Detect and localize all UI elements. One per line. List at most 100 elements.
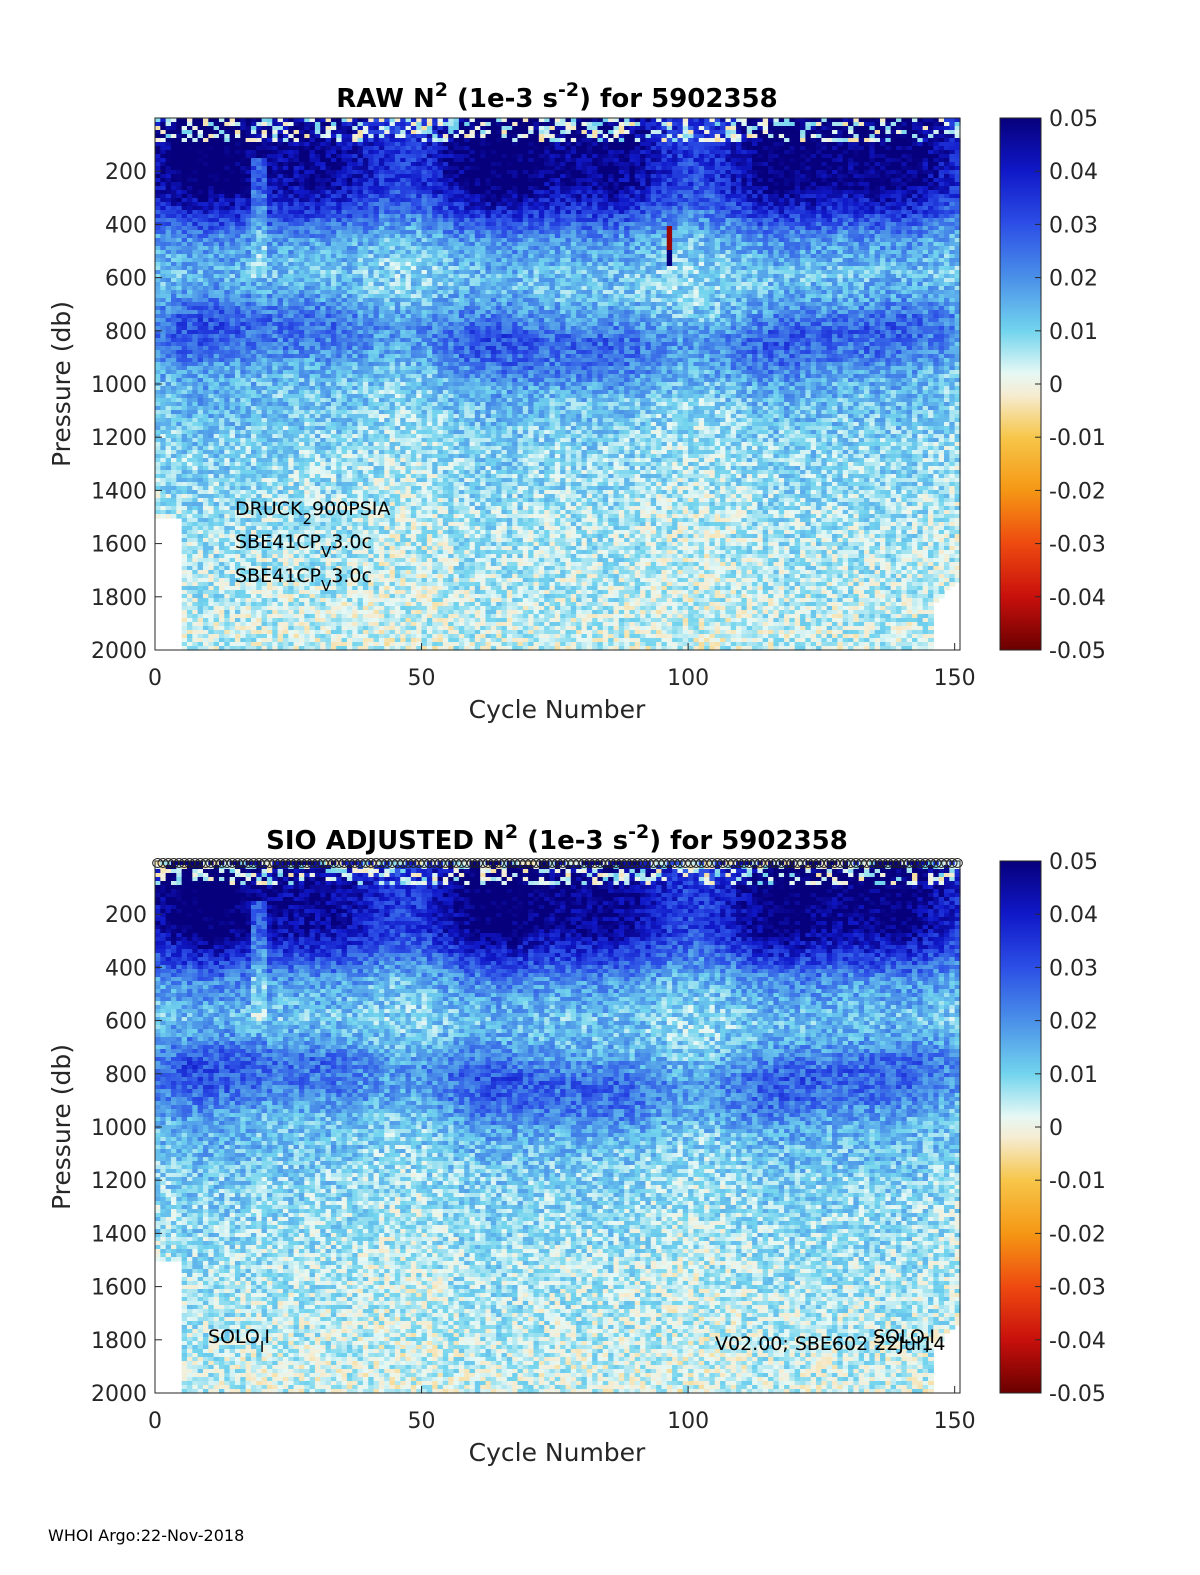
heatmap-cell [203, 514, 209, 519]
heatmap-cell [230, 366, 236, 371]
heatmap-cell [267, 554, 273, 559]
heatmap-cell [182, 186, 188, 191]
heatmap-cell [256, 238, 262, 243]
heatmap-cell [155, 350, 161, 355]
heatmap-cell [203, 422, 209, 427]
heatmap-cell [208, 426, 214, 431]
heatmap-cell [272, 338, 278, 343]
heatmap-cell [294, 622, 300, 627]
heatmap-cell [304, 286, 310, 291]
heatmap-cell [278, 326, 284, 331]
heatmap-cell [214, 454, 220, 459]
heatmap-cell [246, 622, 252, 627]
heatmap-cell [299, 334, 305, 339]
heatmap-cell [267, 154, 273, 159]
heatmap-cell [166, 166, 172, 171]
heatmap-cell [294, 406, 300, 411]
heatmap-cell [251, 382, 257, 387]
heatmap-cell [288, 458, 294, 463]
heatmap-cell [182, 510, 188, 515]
heatmap-cell [246, 438, 252, 443]
heatmap-cell [155, 250, 161, 255]
heatmap-cell [224, 354, 230, 359]
heatmap-cell [283, 142, 289, 147]
heatmap-cell [304, 270, 310, 275]
heatmap-cell [294, 334, 300, 339]
heatmap-cell [278, 298, 284, 303]
heatmap-cell [214, 602, 220, 607]
heatmap-cell [155, 294, 161, 299]
heatmap-cell [182, 390, 188, 395]
heatmap-cell [192, 578, 198, 583]
heatmap-cell [288, 366, 294, 371]
heatmap-cell [203, 574, 209, 579]
heatmap-cell [219, 158, 225, 163]
heatmap-cell [272, 318, 278, 323]
heatmap-cell [219, 358, 225, 363]
heatmap-cell [176, 234, 182, 239]
heatmap-cell [240, 118, 246, 123]
heatmap-cell [214, 634, 220, 639]
heatmap-cell [246, 482, 252, 487]
heatmap-cell [203, 482, 209, 487]
heatmap-cell [192, 206, 198, 211]
heatmap-cell [240, 606, 246, 611]
heatmap-cell [262, 122, 268, 127]
heatmap-cell [203, 378, 209, 383]
heatmap-cell [182, 294, 188, 299]
heatmap-cell [214, 310, 220, 315]
heatmap-cell [214, 386, 220, 391]
heatmap-cell [219, 538, 225, 543]
heatmap-cell [272, 522, 278, 527]
heatmap-cell [267, 266, 273, 271]
heatmap-cell [214, 118, 220, 123]
heatmap-cell [294, 486, 300, 491]
heatmap-cell [171, 478, 177, 483]
heatmap-cell [288, 554, 294, 559]
heatmap-cell [187, 422, 193, 427]
heatmap-cell [182, 346, 188, 351]
heatmap-cell [224, 318, 230, 323]
heatmap-cell [208, 146, 214, 151]
heatmap-cell [176, 406, 182, 411]
heatmap-cell [240, 486, 246, 491]
heatmap-cell [294, 594, 300, 599]
heatmap-cell [160, 326, 166, 331]
heatmap-cell [294, 362, 300, 367]
heatmap-cell [192, 566, 198, 571]
heatmap-cell [182, 430, 188, 435]
heatmap-cell [187, 218, 193, 223]
heatmap-cell [267, 626, 273, 631]
heatmap-cell [198, 194, 204, 199]
heatmap-cell [224, 590, 230, 595]
heatmap-cell [160, 186, 166, 191]
heatmap-cell [230, 262, 236, 267]
heatmap-cell [160, 202, 166, 207]
heatmap-cell [198, 602, 204, 607]
heatmap-cell [219, 354, 225, 359]
heatmap-cell [251, 410, 257, 415]
heatmap-cell [283, 218, 289, 223]
heatmap-cell [283, 622, 289, 627]
heatmap-cell [251, 606, 257, 611]
heatmap-cell [240, 226, 246, 231]
heatmap-cell [304, 246, 310, 251]
heatmap-cell [192, 426, 198, 431]
heatmap-cell [214, 298, 220, 303]
heatmap-cell [214, 270, 220, 275]
heatmap-cell [208, 194, 214, 199]
heatmap-cell [283, 382, 289, 387]
heatmap-cell [283, 410, 289, 415]
heatmap-cell [198, 562, 204, 567]
heatmap-cell [182, 466, 188, 471]
heatmap-cell [262, 338, 268, 343]
heatmap-cell [272, 474, 278, 479]
heatmap-cell [198, 278, 204, 283]
heatmap-cell [219, 178, 225, 183]
heatmap-cell [187, 302, 193, 307]
heatmap-cell [182, 210, 188, 215]
heatmap-cell [192, 626, 198, 631]
heatmap-cell [224, 398, 230, 403]
heatmap-cell [182, 178, 188, 183]
heatmap-cell [155, 226, 161, 231]
